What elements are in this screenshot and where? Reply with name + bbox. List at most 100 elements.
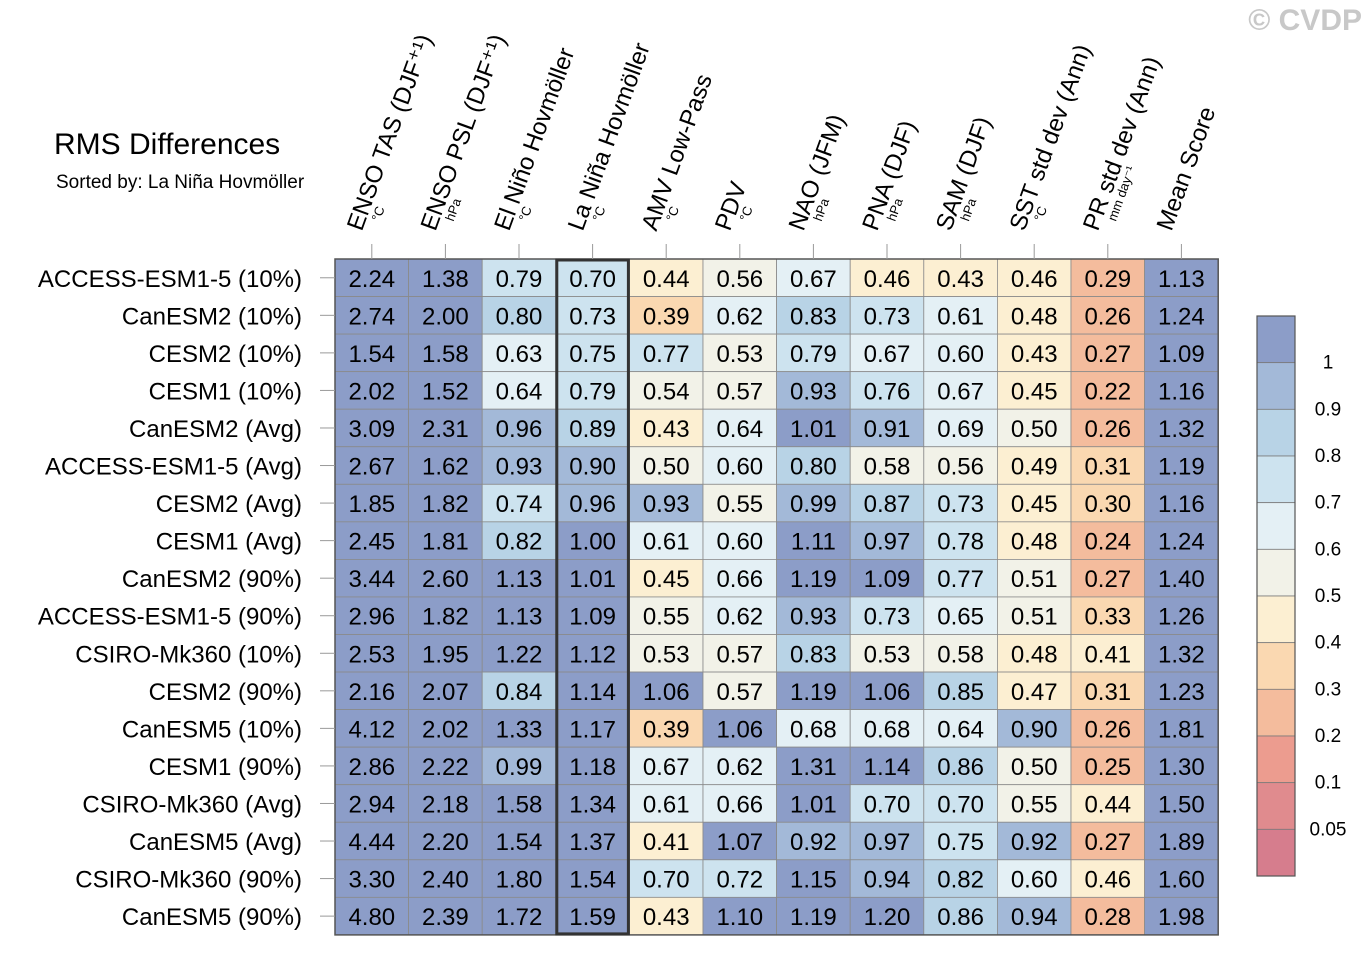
heatmap-cell [923,859,998,898]
cell-value: 1.24 [1158,303,1205,330]
heatmap-cell [555,521,630,560]
cell-value: 0.79 [790,341,837,368]
cell-value: 0.99 [790,491,837,518]
colorbar-label: 0.1 [1315,773,1341,794]
cell-value: 2.67 [348,454,395,481]
cell-value: 0.63 [496,341,543,368]
column-unit: °C [516,204,535,223]
chart-title: RMS Differences [54,128,281,161]
heatmap-cell [1144,671,1219,710]
heatmap-cell [334,559,409,598]
colorbar-swatch [1256,688,1296,737]
cell-value: 0.26 [1084,303,1131,330]
heatmap-cell [997,483,1072,523]
cell-value: 0.43 [937,266,984,293]
cell-value: 0.46 [864,266,911,293]
cell-value: 1.09 [569,604,616,631]
heatmap-cell [849,408,925,448]
cell-value: 1.32 [1158,416,1205,443]
cell-value: 0.82 [496,529,543,556]
heatmap-cell [849,559,925,598]
cell-value: 2.24 [348,266,395,293]
heatmap-cell [1144,521,1219,560]
heatmap-cell [1144,896,1219,936]
cell-value: 1.59 [569,904,616,931]
cell-value: 1.15 [790,867,837,894]
cell-value: 0.55 [1011,791,1058,818]
heatmap-cell [1144,258,1219,297]
cell-value: 0.94 [1011,904,1058,931]
heatmap-cell [702,483,777,523]
cell-value: 0.99 [496,754,543,781]
cell-value: 2.45 [348,529,395,556]
cell-value: 0.58 [937,641,984,668]
cell-value: 0.48 [1011,303,1058,330]
column-unit: °C [369,204,388,223]
heatmap-cell [408,896,483,936]
heatmap-cell [334,333,409,373]
heatmap-cell [923,333,998,373]
heatmap-cell [334,371,409,410]
heatmap-cell [997,859,1072,898]
colorbar-label: 0.05 [1310,819,1347,840]
cell-value: 0.74 [496,491,543,518]
heatmap-cell [1070,408,1145,448]
cell-value: 0.44 [643,266,690,293]
cell-value: 0.60 [937,341,984,368]
heatmap-cell [1144,859,1219,898]
cell-value: 1.32 [1158,641,1205,668]
heatmap-cell [1070,671,1145,710]
colorbar-swatch [1256,735,1296,784]
heatmap-cell [923,446,998,485]
cell-value: 1.82 [422,604,469,631]
heatmap-cell [629,671,704,710]
colorbar-label: 0.8 [1315,446,1341,467]
colorbar-swatch [1256,315,1296,364]
colorbar-label: 0.6 [1315,539,1341,560]
cell-value: 2.00 [422,303,469,330]
cell-value: 0.86 [937,754,984,781]
cell-value: 1.82 [422,491,469,518]
cell-value: 1.40 [1158,566,1205,593]
cell-value: 1.81 [1158,716,1205,743]
cell-value: 0.70 [864,791,911,818]
heatmap-cell [481,746,557,786]
heatmap-cell [1070,821,1145,861]
cell-value: 0.64 [496,378,543,405]
cell-value: 2.94 [348,791,395,818]
cell-value: 1.17 [569,716,616,743]
cell-value: 1.58 [496,791,543,818]
heatmap-cell [1144,746,1219,786]
cell-value: 0.22 [1084,378,1131,405]
heatmap-cell [629,709,704,748]
heatmap-cell [923,896,998,936]
heatmap-cell [629,408,704,448]
cell-value: 1.09 [864,566,911,593]
cell-value: 0.61 [643,529,690,556]
cell-value: 0.96 [569,491,616,518]
cell-value: 1.13 [1158,266,1205,293]
heatmap-cell [481,596,557,635]
cell-value: 2.74 [348,303,395,330]
heatmap-cell [702,559,777,598]
cell-value: 0.75 [569,341,616,368]
cell-value: 1.62 [422,454,469,481]
colorbar-swatch [1256,595,1296,644]
heatmap-cell [849,596,925,635]
cell-value: 0.77 [643,341,690,368]
heatmap-cell [702,408,777,448]
cell-value: 0.55 [643,604,690,631]
heatmap-cell [997,521,1072,560]
cell-value: 1.37 [569,829,616,856]
colorbar-swatch [1256,782,1296,830]
cell-value: 1.52 [422,378,469,405]
heatmap-cell [776,896,851,936]
cell-value: 0.31 [1084,679,1131,706]
cell-value: 1.11 [791,529,836,556]
heatmap-cell [334,821,409,861]
cell-value: 1.54 [496,829,543,856]
heatmap-cell [923,784,998,823]
heatmap-cell [849,634,925,673]
cell-value: 0.48 [1011,641,1058,668]
cell-value: 1.00 [569,529,616,556]
